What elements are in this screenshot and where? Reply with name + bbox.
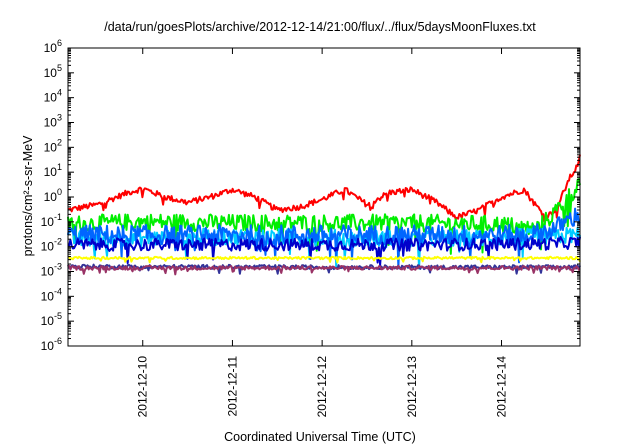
x-tick-label: 2012-12-10 <box>136 356 150 418</box>
x-tick-label: 2012-12-13 <box>405 356 419 418</box>
y-tick-label: 104 <box>44 88 62 105</box>
series-line-1 <box>67 178 581 255</box>
series-line-3 <box>67 207 581 270</box>
y-tick-label: 10-1 <box>41 212 62 229</box>
series-line-7 <box>67 264 581 276</box>
axis-layer: 10-6 10-5 10-4 10-3 10-2 10-1 100 101 102 103 104 1… <box>41 38 580 417</box>
x-tick-label: 2012-12-14 <box>495 356 509 418</box>
series-line-4 <box>67 236 581 267</box>
series-layer <box>67 154 581 276</box>
x-tick-label: 2012-12-11 <box>225 356 239 417</box>
y-tick-label: 10-5 <box>41 311 62 328</box>
series-line-5 <box>67 255 581 264</box>
y-tick-label: 10-6 <box>41 336 62 353</box>
x-tick-label: 2012-12-12 <box>315 356 329 418</box>
y-tick-label: 105 <box>44 63 62 80</box>
x-axis-label: Coordinated Universal Time (UTC) <box>224 430 416 444</box>
y-tick-label: 10-2 <box>41 237 62 254</box>
y-tick-label: 100 <box>44 187 62 204</box>
y-tick-label: 10-3 <box>41 262 62 279</box>
y-tick-label: 106 <box>44 38 62 55</box>
y-tick-label: 101 <box>44 162 62 179</box>
y-tick-label: 103 <box>44 113 62 130</box>
series-line-0 <box>67 154 581 223</box>
y-tick-label: 102 <box>44 137 62 154</box>
chart-title: /data/run/goesPlots/archive/2012-12-14/2… <box>104 20 536 34</box>
y-tick-label: 10-4 <box>41 286 62 303</box>
